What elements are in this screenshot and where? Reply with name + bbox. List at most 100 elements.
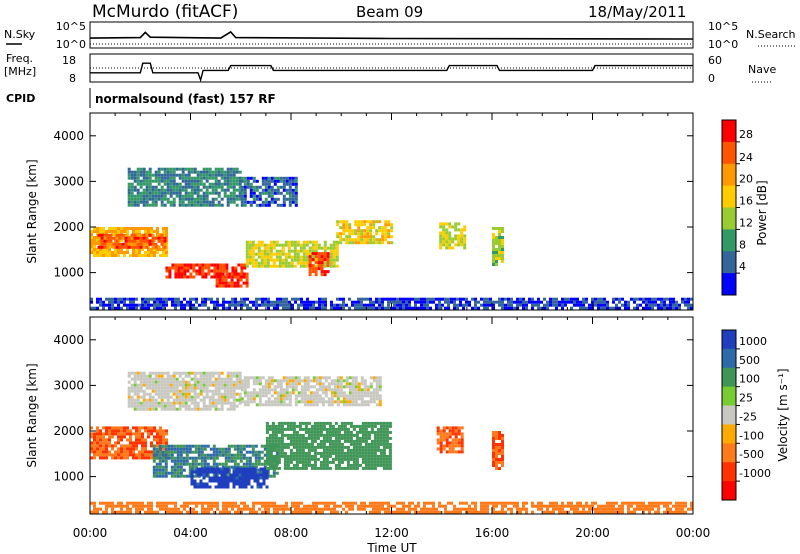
- echo-cell: [432, 297, 435, 301]
- echo-cell: [175, 383, 179, 387]
- echo-cell: [297, 297, 300, 301]
- echo-cell: [319, 424, 323, 428]
- echo-cell: [327, 507, 330, 511]
- echo-cell: [442, 222, 446, 226]
- echo-cell: [226, 398, 230, 402]
- echo-cell: [378, 241, 382, 245]
- echo-cell: [234, 266, 238, 270]
- echo-cell: [387, 241, 391, 245]
- echo-cell: [217, 386, 221, 390]
- echo-cell: [175, 398, 179, 402]
- echo-cell: [185, 462, 189, 466]
- echo-cell: [120, 447, 123, 451]
- echo-cell: [139, 197, 143, 201]
- echo-cell: [193, 479, 197, 483]
- echo-cell: [176, 459, 180, 463]
- echo-cell: [322, 424, 326, 428]
- echo-cell: [127, 236, 131, 240]
- noise-panel: [89, 21, 694, 49]
- echo-cell: [226, 170, 230, 174]
- echo-cell: [139, 407, 143, 411]
- echo-cell: [236, 465, 240, 469]
- echo-cell: [447, 300, 450, 304]
- echo-cell: [102, 251, 105, 254]
- echo-cell: [126, 227, 129, 230]
- echo-cell: [246, 385, 250, 389]
- echo-cell: [153, 230, 156, 233]
- echo-cell: [232, 401, 236, 405]
- echo-cell: [144, 438, 147, 442]
- echo-cell: [558, 300, 561, 304]
- echo-cell: [278, 249, 282, 253]
- echo-cell: [235, 473, 239, 477]
- echo-cell: [636, 306, 639, 310]
- echo-cell: [243, 300, 246, 304]
- echo-cell: [217, 203, 221, 207]
- echo-cell: [156, 303, 159, 307]
- echo-cell: [252, 504, 255, 508]
- echo-cell: [322, 463, 326, 467]
- echo-cell: [268, 448, 272, 452]
- echo-cell: [292, 421, 296, 425]
- echo-cell: [102, 453, 105, 457]
- echo-cell: [133, 404, 137, 408]
- echo-cell: [454, 441, 458, 445]
- echo-cell: [351, 394, 355, 398]
- echo-cell: [202, 173, 206, 177]
- echo-cell: [483, 300, 486, 304]
- echo-cell: [240, 269, 244, 273]
- echo-cell: [537, 297, 540, 301]
- echo-cell: [208, 485, 212, 489]
- echo-cell: [211, 470, 215, 474]
- echo-cell: [381, 241, 385, 245]
- echo-cell: [251, 462, 255, 466]
- echo-cell: [90, 300, 93, 304]
- echo-cell: [257, 471, 261, 475]
- echo-cell: [227, 447, 231, 451]
- echo-cell: [285, 306, 288, 310]
- echo-cell: [133, 374, 137, 378]
- echo-cell: [141, 504, 144, 508]
- echo-cell: [373, 460, 377, 464]
- echo-cell: [402, 300, 405, 304]
- echo-cell: [133, 377, 137, 381]
- echo-cell: [463, 246, 467, 250]
- echo-cell: [492, 434, 495, 437]
- echo-cell: [278, 255, 282, 259]
- echo-cell: [280, 445, 284, 449]
- echo-cell: [165, 441, 168, 445]
- echo-cell: [267, 504, 270, 508]
- echo-cell: [345, 241, 349, 245]
- echo-cell: [114, 444, 117, 448]
- echo-cell: [396, 306, 399, 310]
- freq-trace: [90, 62, 693, 83]
- echo-cell: [229, 404, 233, 408]
- echo-cell: [318, 379, 322, 383]
- echo-cell: [314, 252, 318, 256]
- echo-cell: [275, 264, 279, 268]
- echo-cell: [161, 465, 165, 469]
- echo-cell: [93, 227, 96, 230]
- echo-cell: [639, 297, 642, 301]
- echo-cell: [169, 188, 173, 192]
- echo-cell: [154, 236, 158, 240]
- echo-cell: [106, 245, 110, 249]
- echo-cell: [258, 376, 262, 380]
- echo-cell: [144, 444, 147, 448]
- echo-cell: [282, 303, 285, 307]
- echo-cell: [291, 297, 294, 301]
- echo-cell: [366, 385, 370, 389]
- echo-cell: [183, 297, 186, 301]
- echo-cell: [108, 504, 111, 508]
- echo-cell: [379, 457, 383, 461]
- echo-cell: [230, 272, 234, 276]
- echo-cell: [212, 444, 216, 448]
- echo-cell: [324, 507, 327, 511]
- echo-cell: [328, 460, 332, 464]
- echo-cell: [288, 203, 292, 207]
- echo-cell: [231, 300, 234, 304]
- echo-cell: [211, 383, 215, 387]
- echo-cell: [147, 254, 150, 257]
- echo-cell: [216, 266, 220, 270]
- echo-cell: [187, 374, 191, 378]
